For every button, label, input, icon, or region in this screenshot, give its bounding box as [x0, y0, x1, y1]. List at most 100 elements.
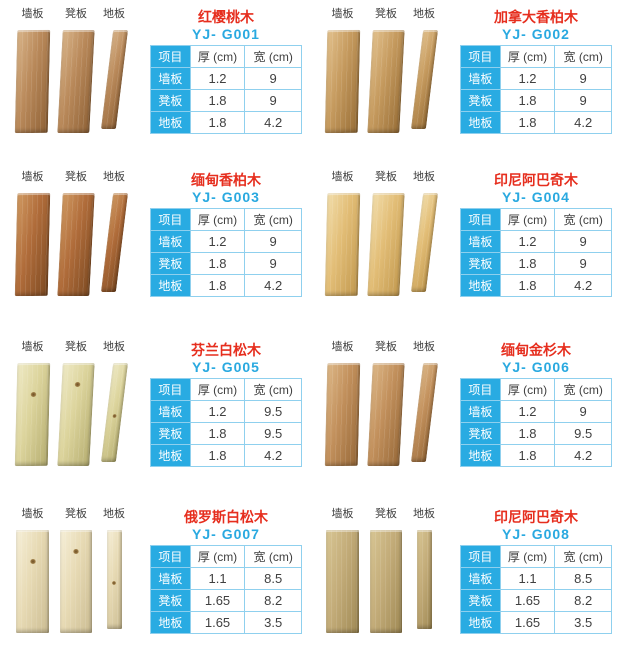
floor-thickness-value: 1.65 — [189, 611, 246, 634]
bench-board-label: 凳板 — [375, 8, 397, 20]
spec-table: 项目 厚 (cm) 宽 (cm) 墙板 1.2 9 凳板 1.8 9 — [460, 45, 612, 134]
floor-width-value: 3.5 — [244, 611, 302, 634]
wood-plank-photo-icon — [416, 530, 432, 629]
product-name: 缅甸香柏木 — [191, 172, 261, 188]
spec-row-floor-board: 地板 1.8 4.2 — [460, 111, 612, 134]
floor-thickness-value: 1.8 — [499, 111, 556, 134]
bench-board-label: 凳板 — [65, 171, 87, 183]
wall-thickness-value: 1.2 — [499, 67, 556, 90]
spec-row-label: 墙板 — [150, 567, 191, 590]
bench-board-label: 凳板 — [65, 8, 87, 20]
product-card: 墙板 凳板 地板 印尼阿巴奇木 YJ- G004 项目 厚 (cm) 宽 — [310, 163, 620, 333]
spec-table: 项目 厚 (cm) 宽 (cm) 墙板 1.1 8.5 凳板 1.65 8.2 — [460, 545, 612, 634]
spec-row-wall-board: 墙板 1.1 8.5 — [460, 567, 612, 590]
product-card: 墙板 凳板 地板 红樱桃木 YJ- G001 项目 厚 (cm) 宽 (c — [0, 0, 310, 163]
product-card: 墙板 凳板 地板 俄罗斯白松木 YJ- G007 项目 厚 (cm) 宽 — [0, 500, 310, 666]
spec-header-thickness: 厚 (cm) — [189, 378, 246, 401]
wall-board-unit: 墙板 — [14, 341, 51, 467]
wall-board-unit: 墙板 — [14, 171, 51, 297]
spec-row-label: 墙板 — [150, 400, 191, 423]
product-info: 缅甸香柏木 YJ- G003 项目 厚 (cm) 宽 (cm) 墙板 1.2 9 — [150, 171, 302, 333]
wall-board-label: 墙板 — [331, 341, 354, 353]
wall-width-value: 9 — [244, 67, 302, 90]
bench-board-unit: 凳板 — [57, 8, 95, 133]
product-card: 墙板 凳板 地板 印尼阿巴奇木 YJ- G008 项目 厚 (cm) 宽 — [310, 500, 620, 666]
spec-row-label: 地板 — [150, 111, 191, 134]
spec-header-width: 宽 (cm) — [554, 378, 612, 401]
wall-thickness-value: 1.2 — [189, 230, 246, 253]
spec-header-width: 宽 (cm) — [554, 208, 612, 231]
bench-board-unit: 凳板 — [367, 8, 405, 133]
wall-thickness-value: 1.1 — [499, 567, 556, 590]
spec-table: 项目 厚 (cm) 宽 (cm) 墙板 1.2 9.5 凳板 1.8 9.5 — [150, 378, 302, 467]
product-model-code: YJ- G007 — [192, 526, 260, 542]
spec-row-label: 凳板 — [150, 252, 191, 275]
spec-header-width: 宽 (cm) — [244, 208, 302, 231]
spec-row-label: 墙板 — [150, 230, 191, 253]
wall-board-label: 墙板 — [331, 171, 354, 183]
product-card: 墙板 凳板 地板 缅甸香柏木 YJ- G003 项目 厚 (cm) 宽 ( — [0, 163, 310, 333]
wood-plank-photo-icon — [367, 363, 405, 466]
wood-plank-photo-icon — [326, 530, 359, 633]
product-card: 墙板 凳板 地板 加拿大香柏木 YJ- G002 项目 厚 (cm) 宽 — [310, 0, 620, 163]
wall-thickness-value: 1.2 — [499, 400, 556, 423]
bench-board-unit: 凳板 — [370, 508, 402, 633]
spec-header-thickness: 厚 (cm) — [189, 45, 246, 68]
product-model-code: YJ- G002 — [502, 26, 570, 42]
bench-board-unit: 凳板 — [367, 341, 405, 466]
wood-plank-photo-icon — [14, 192, 51, 297]
spec-row-label: 凳板 — [150, 422, 191, 445]
spec-row-wall-board: 墙板 1.2 9 — [460, 67, 612, 90]
spec-header-item: 项目 — [150, 545, 191, 568]
floor-width-value: 4.2 — [554, 274, 612, 297]
floor-board-label: 地板 — [413, 508, 435, 520]
wood-plank-photo-icon — [410, 30, 438, 129]
product-info: 印尼阿巴奇木 YJ- G008 项目 厚 (cm) 宽 (cm) 墙板 1.1 … — [460, 508, 612, 666]
spec-row-label: 墙板 — [460, 230, 501, 253]
wall-thickness-value: 1.2 — [499, 230, 556, 253]
spec-row-label: 凳板 — [150, 89, 191, 112]
spec-row-label: 地板 — [150, 444, 191, 467]
spec-row-bench-board: 凳板 1.8 9 — [150, 252, 302, 275]
wall-board-label: 墙板 — [21, 341, 44, 353]
bench-board-unit: 凳板 — [57, 341, 95, 466]
spec-row-label: 地板 — [460, 444, 501, 467]
spec-row-label: 墙板 — [460, 67, 501, 90]
floor-board-unit: 地板 — [410, 341, 438, 462]
spec-row-label: 地板 — [150, 274, 191, 297]
spec-header-thickness: 厚 (cm) — [499, 208, 556, 231]
wood-plank-photo-icon — [324, 192, 361, 297]
spec-row-label: 地板 — [460, 111, 501, 134]
wood-plank-photo-icon — [370, 530, 402, 633]
bench-width-value: 9 — [244, 89, 302, 112]
spec-header-item: 项目 — [460, 45, 501, 68]
wall-width-value: 9 — [244, 230, 302, 253]
floor-board-unit: 地板 — [103, 508, 125, 629]
spec-row-bench-board: 凳板 1.8 9 — [460, 252, 612, 275]
wood-plank-photo-icon — [100, 193, 128, 292]
wall-width-value: 8.5 — [244, 567, 302, 590]
board-photo-group: 墙板 凳板 地板 — [326, 508, 460, 666]
spec-row-bench-board: 凳板 1.65 8.2 — [460, 589, 612, 612]
spec-header-item: 项目 — [150, 208, 191, 231]
spec-table: 项目 厚 (cm) 宽 (cm) 墙板 1.2 9 凳板 1.8 9 — [150, 208, 302, 297]
wall-board-unit: 墙板 — [14, 8, 51, 134]
product-name: 俄罗斯白松木 — [184, 509, 268, 525]
wall-board-label: 墙板 — [331, 508, 354, 520]
spec-row-label: 凳板 — [460, 252, 501, 275]
spec-row-bench-board: 凳板 1.8 9 — [460, 89, 612, 112]
spec-header-item: 项目 — [460, 545, 501, 568]
bench-board-label: 凳板 — [65, 508, 87, 520]
wood-plank-photo-icon — [106, 530, 122, 629]
product-name: 印尼阿巴奇木 — [494, 172, 578, 188]
wall-width-value: 9.5 — [244, 400, 302, 423]
product-card: 墙板 凳板 地板 芬兰白松木 YJ- G005 项目 厚 (cm) 宽 ( — [0, 333, 310, 500]
spec-row-floor-board: 地板 1.65 3.5 — [460, 611, 612, 634]
bench-width-value: 8.2 — [244, 589, 302, 612]
wood-plank-photo-icon — [410, 193, 438, 292]
product-model-code: YJ- G003 — [192, 189, 260, 205]
spec-header-item: 项目 — [460, 378, 501, 401]
spec-row-wall-board: 墙板 1.1 8.5 — [150, 567, 302, 590]
wall-board-label: 墙板 — [331, 8, 354, 20]
